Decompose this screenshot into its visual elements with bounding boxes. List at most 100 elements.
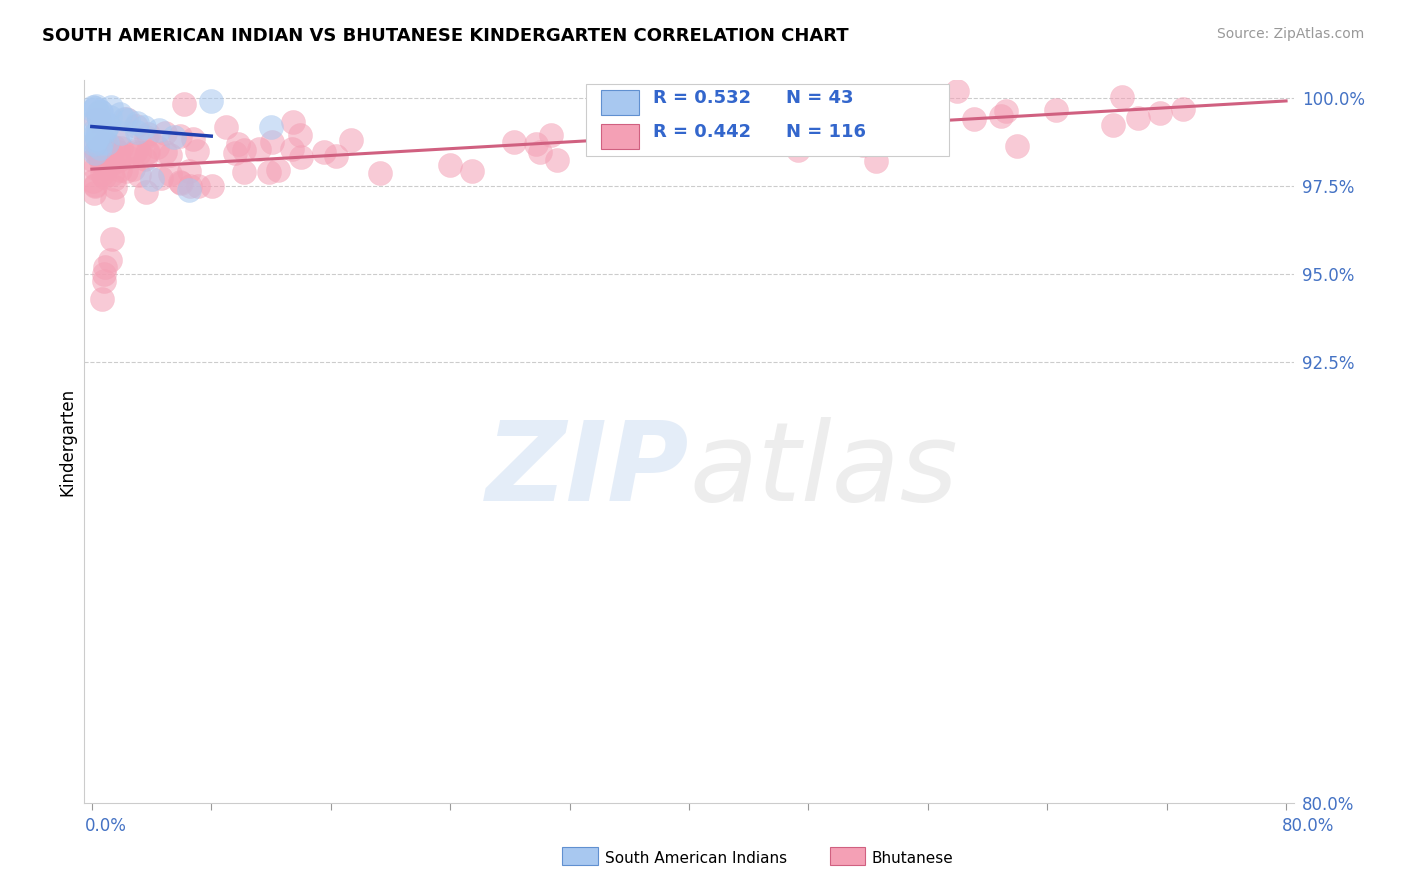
Point (1111, 90, 1133, 104)
Point (135, 185, 157, 199)
Point (145, 140, 167, 154)
Point (91, 292, 114, 306)
Point (215, 120, 238, 134)
Point (110, 141, 132, 155)
Text: N = 43: N = 43 (786, 89, 853, 107)
Point (94, 124, 117, 138)
Point (89, 151, 111, 165)
Point (94, 136, 117, 150)
Point (128, 146, 150, 161)
Point (101, 193, 124, 207)
Point (86, 124, 108, 138)
Point (439, 157, 461, 171)
Point (124, 119, 146, 133)
Point (200, 95, 222, 109)
Point (82, 100, 104, 114)
Point (177, 164, 200, 178)
Point (945, 84, 967, 98)
Point (136, 127, 159, 141)
Point (368, 166, 391, 180)
Point (1102, 118, 1125, 132)
Point (83, 102, 105, 116)
Point (127, 116, 149, 130)
Point (87, 106, 110, 120)
Point (91, 168, 114, 182)
Point (97, 118, 120, 132)
Point (93, 267, 115, 281)
Point (84, 126, 107, 140)
Point (169, 129, 191, 144)
Point (224, 145, 246, 160)
Point (851, 138, 873, 153)
Point (173, 97, 195, 112)
Point (149, 171, 172, 186)
Point (82, 173, 104, 187)
Point (125, 125, 148, 139)
Point (89, 141, 111, 155)
Point (108, 163, 131, 178)
Text: 0.0%: 0.0% (84, 817, 127, 835)
Text: 80.0%: 80.0% (1281, 817, 1334, 835)
Point (233, 143, 256, 157)
Point (86, 113, 108, 128)
Point (82, 114, 104, 128)
Point (107, 135, 129, 149)
Point (716, 118, 738, 132)
Point (1045, 103, 1067, 117)
Point (312, 145, 335, 160)
Text: R = 0.532: R = 0.532 (652, 89, 751, 107)
Point (115, 163, 138, 178)
Point (546, 153, 568, 168)
Point (103, 171, 125, 186)
Point (84, 161, 107, 176)
Point (83, 136, 105, 151)
Point (962, 112, 984, 127)
Point (90, 105, 112, 120)
Point (247, 142, 270, 156)
Point (747, 131, 769, 145)
Point (110, 106, 132, 120)
Point (260, 135, 283, 149)
Point (141, 172, 163, 186)
Point (91, 136, 114, 151)
Point (125, 143, 148, 157)
Point (233, 165, 256, 179)
Point (181, 132, 204, 146)
Point (259, 165, 281, 179)
Point (91, 116, 114, 130)
Point (170, 176, 193, 190)
Point (89, 121, 111, 136)
Point (128, 168, 150, 182)
Point (100, 167, 122, 181)
Point (108, 153, 131, 167)
Point (187, 178, 209, 193)
Point (101, 232, 124, 246)
Point (529, 145, 551, 159)
Point (94, 121, 117, 136)
Point (121, 162, 143, 177)
Point (1128, 112, 1150, 126)
Bar (600, 124, 640, 149)
Point (93, 274, 115, 288)
Point (117, 113, 139, 128)
Point (94, 260, 117, 274)
Text: SOUTH AMERICAN INDIAN VS BHUTANESE KINDERGARTEN CORRELATION CHART: SOUTH AMERICAN INDIAN VS BHUTANESE KINDE… (42, 27, 849, 45)
Point (163, 129, 186, 144)
Point (110, 126, 132, 140)
Point (226, 137, 249, 152)
Point (339, 133, 361, 147)
Point (90, 117, 112, 131)
Point (990, 109, 1012, 123)
Point (148, 123, 170, 137)
Point (86, 147, 108, 161)
Point (104, 180, 127, 194)
Point (83, 178, 105, 192)
Point (540, 128, 562, 142)
Point (138, 145, 160, 160)
Point (153, 126, 176, 140)
Point (107, 145, 129, 159)
Point (90, 136, 112, 151)
Point (290, 128, 312, 142)
Point (169, 175, 191, 189)
Point (89, 104, 111, 119)
